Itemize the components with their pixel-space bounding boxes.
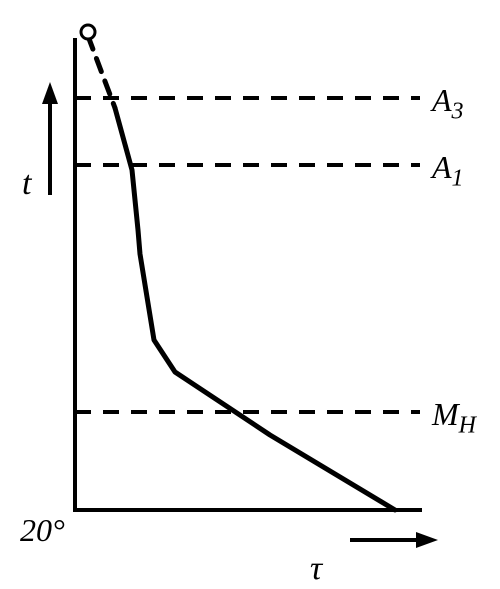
y-axis-label: t (22, 165, 31, 203)
x-axis-label: τ (310, 550, 322, 588)
reference-line-label: A3 (432, 82, 464, 125)
reference-line-label: MH (432, 396, 476, 439)
reference-line-label: A1 (432, 149, 464, 192)
origin-label: 20° (20, 512, 65, 549)
cooling-curve-chart: t τ 20° A3A1MH (0, 0, 500, 584)
chart-svg (0, 0, 500, 584)
